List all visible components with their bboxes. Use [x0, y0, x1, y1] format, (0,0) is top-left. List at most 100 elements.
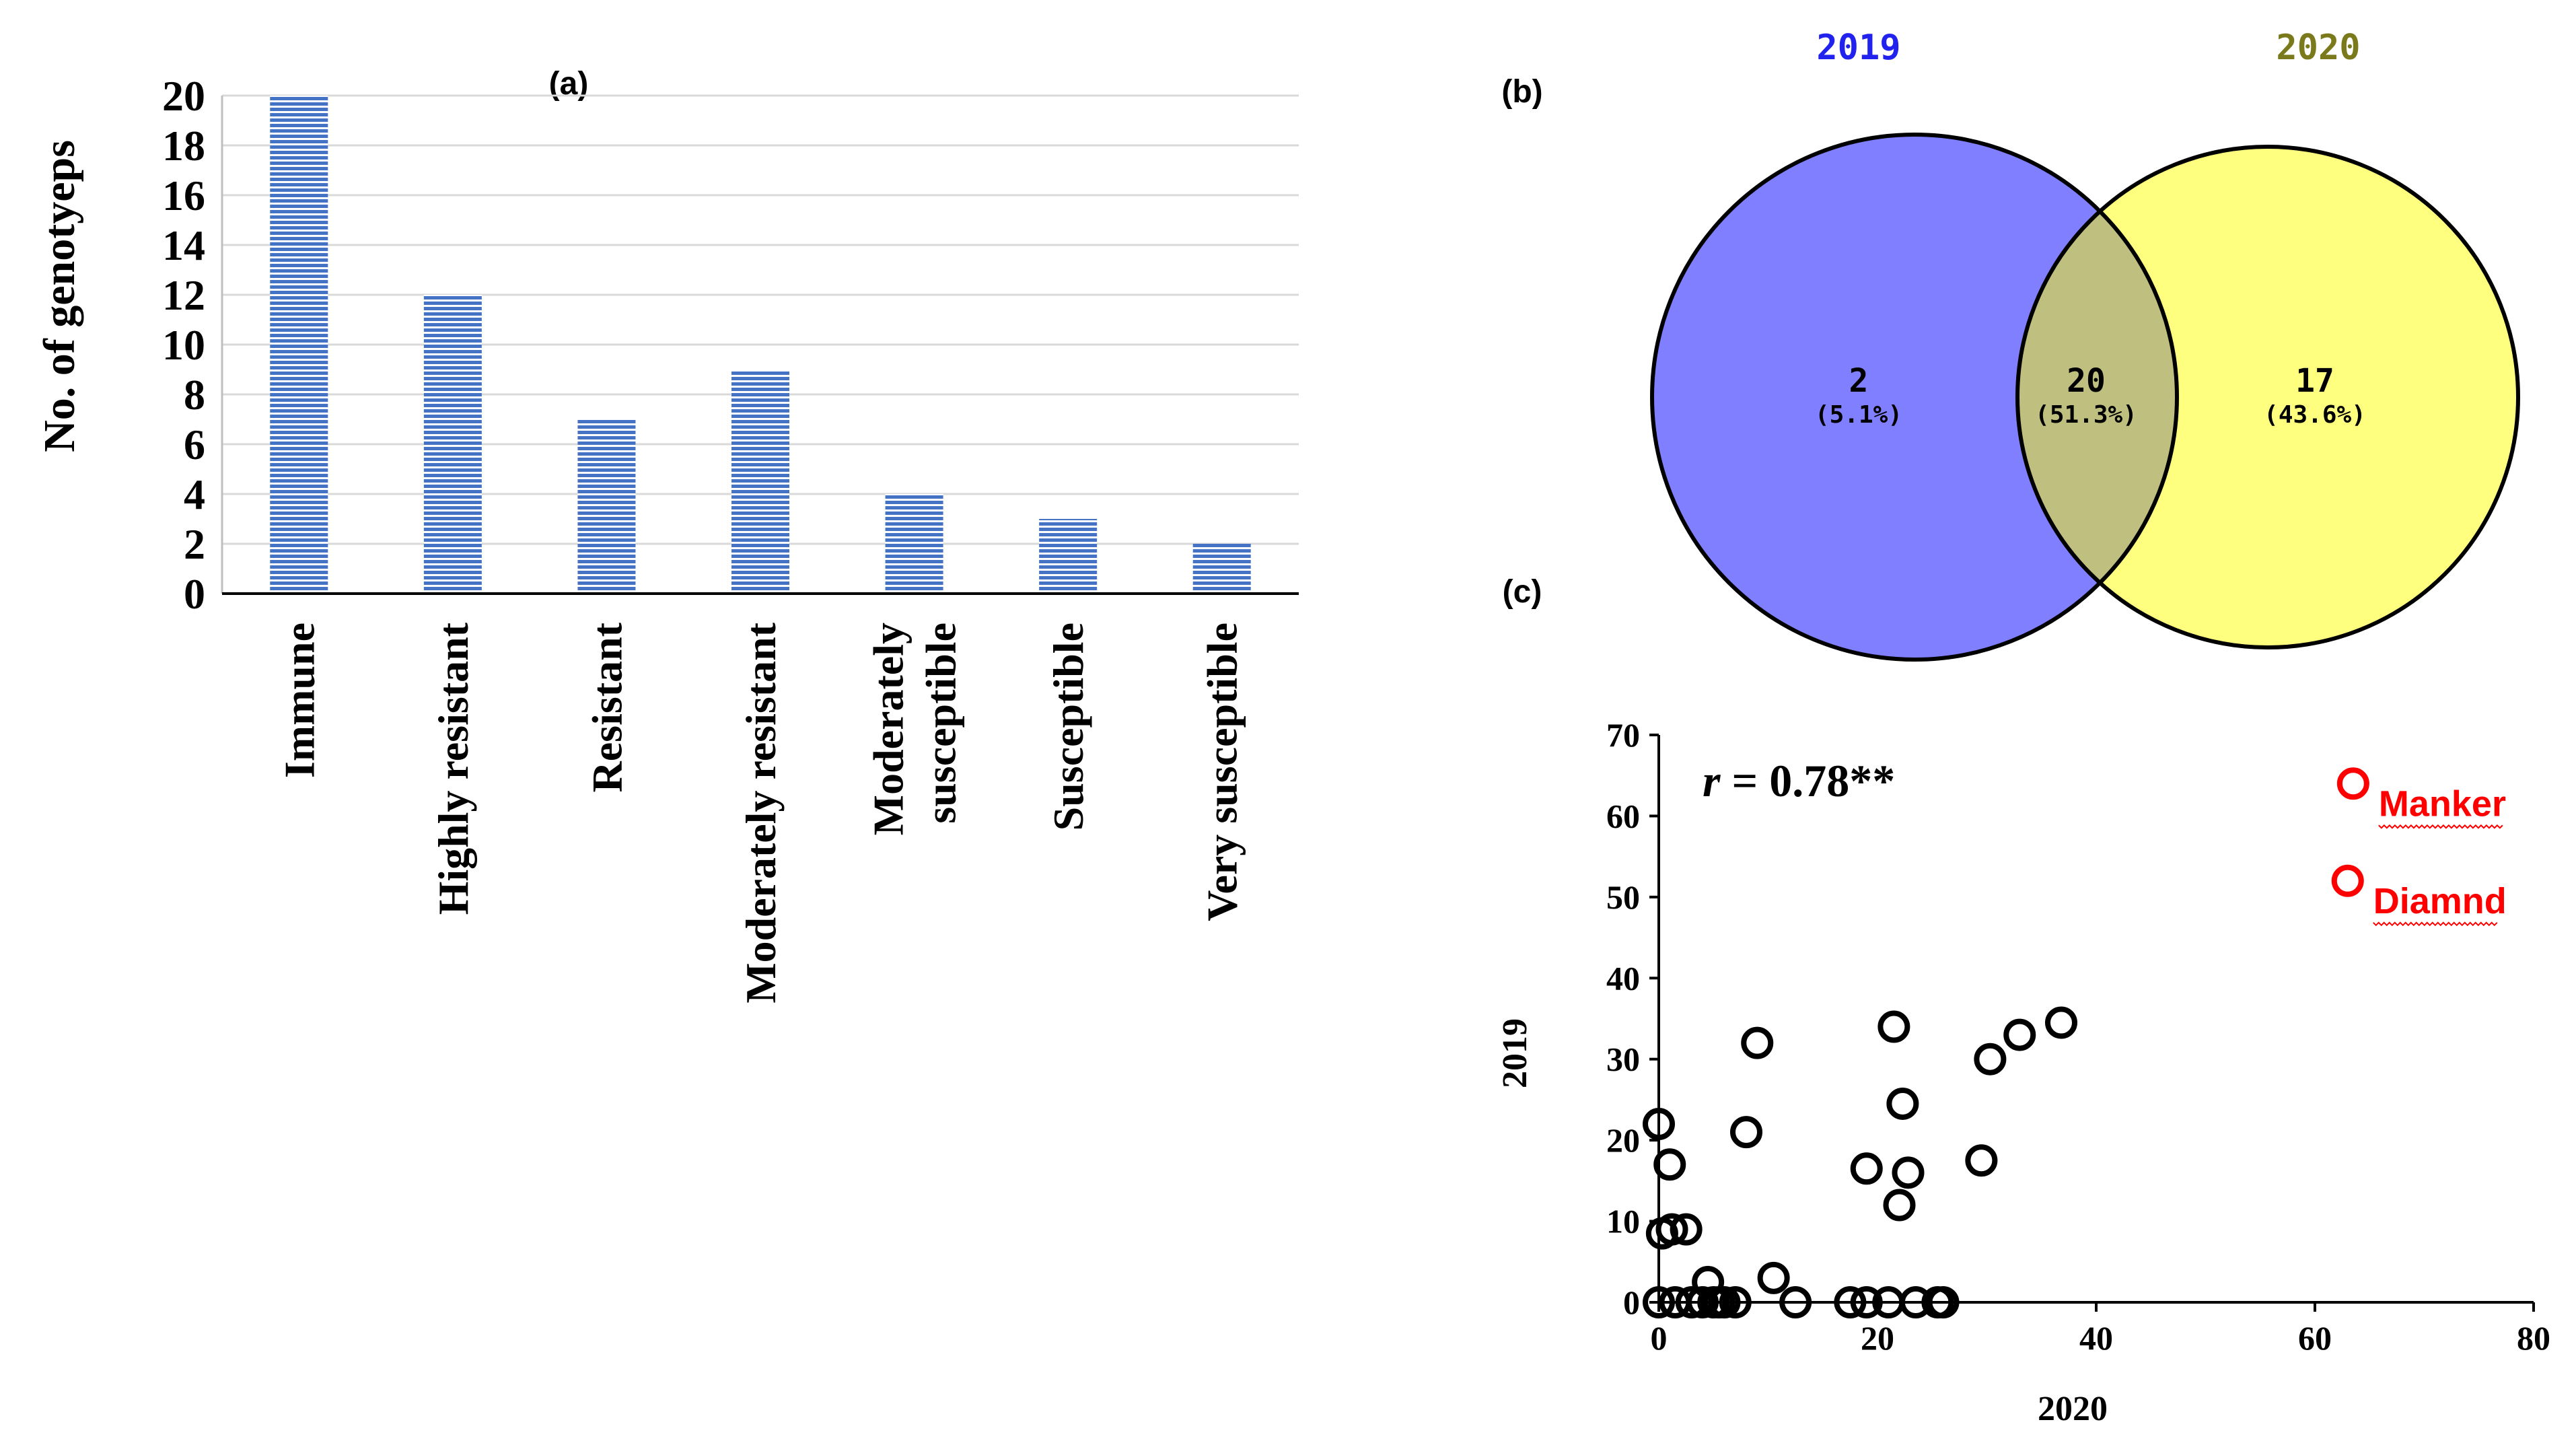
- venn-count-2020-only: 17: [2295, 362, 2334, 400]
- venn-count-2019-only: 2: [1849, 362, 1869, 400]
- scatter-point: [1670, 1213, 1703, 1246]
- scatter-highlighted-points: Manker Diamnd: [2331, 767, 2507, 927]
- correlation-annotation: r = 0.78**: [1703, 755, 1895, 806]
- scatter-point: [1974, 1043, 2007, 1075]
- scatter-point: [1643, 1286, 1675, 1318]
- venn-panel: (b) 2019 2020 2 (5.1%) 20 (51.3%) 17 (43…: [1501, 28, 2520, 662]
- scatter-y-tick-label: 70: [1606, 716, 1640, 754]
- scatter-point: [1883, 1189, 1916, 1222]
- venn-percent-2020-only: (43.6%): [2264, 401, 2366, 429]
- scatter-point: [1850, 1286, 1883, 1318]
- bar-chart-axes: [221, 96, 1299, 595]
- scatter-highlight-underline: [2378, 824, 2503, 829]
- panel-c-label: (c): [1503, 574, 1542, 610]
- scatter-point: [2003, 1018, 2036, 1051]
- bar-chart-category-label: Very susceptible: [1198, 623, 1246, 921]
- scatter-point: [1834, 1286, 1867, 1318]
- scatter-axes: [1649, 734, 2535, 1312]
- scatter-point: [1719, 1286, 1752, 1318]
- scatter-highlight-label: Diamnd: [2373, 881, 2507, 921]
- venn-overlap-region: [2017, 211, 2177, 583]
- scatter-highlight-underline: [2373, 921, 2498, 927]
- scatter-x-tick-label: 20: [1861, 1319, 1894, 1357]
- bar-chart-category-label: Moderately resistant: [737, 622, 785, 1003]
- scatter-y-tick-label: 10: [1606, 1203, 1640, 1240]
- scatter-x-tick-label: 0: [1651, 1319, 1668, 1357]
- bar-chart-y-axis-label: No. of genotyeps: [35, 140, 84, 452]
- scatter-point: [1850, 1152, 1883, 1185]
- bar-immune: [270, 96, 328, 594]
- scatter-x-tick-labels: 0 20 40 60 80: [1651, 1319, 2551, 1357]
- bar-very-susceptible: [1192, 544, 1251, 594]
- panel-b-label: (b): [1501, 74, 1542, 110]
- venn-set-label-2019: 2019: [1816, 28, 1900, 68]
- scatter-point: [1779, 1286, 1812, 1318]
- scatter-highlight-point: [2336, 767, 2369, 800]
- bar-chart-y-tick-label: 20: [162, 72, 205, 120]
- scatter-x-tick-label: 40: [2079, 1319, 2113, 1357]
- bar-chart-y-tick-label: 18: [162, 122, 205, 170]
- bar-chart-y-tick-label: 6: [184, 421, 205, 468]
- bar-chart-y-tick-label: 12: [162, 271, 205, 319]
- scatter-point: [1877, 1010, 1910, 1043]
- scatter-points: [1643, 1006, 2077, 1318]
- scatter-point: [1965, 1144, 1998, 1177]
- bar-chart-y-tick-label: 8: [184, 371, 205, 419]
- bar-chart-y-tick-label: 4: [184, 470, 205, 518]
- scatter-x-axis-label: 2020: [2038, 1390, 2108, 1428]
- scatter-y-tick-label: 0: [1623, 1283, 1640, 1321]
- venn-percent-2019-only: (5.1%): [1815, 401, 1902, 429]
- scatter-point: [1653, 1148, 1686, 1181]
- scatter-point: [1757, 1261, 1790, 1294]
- scatter-y-tick-label: 50: [1606, 878, 1640, 916]
- venn-percent-overlap: (51.3%): [2035, 401, 2137, 429]
- scatter-point: [2045, 1006, 2077, 1039]
- bar-chart-category-label: Immune: [275, 623, 323, 778]
- scatter-highlight-label: Manker: [2379, 783, 2506, 824]
- scatter-point: [1708, 1286, 1741, 1318]
- correlation-value: = 0.78**: [1720, 755, 1895, 806]
- bar-chart-y-tick-label: 10: [162, 321, 205, 369]
- bar-moderately-resistant: [731, 369, 789, 594]
- bar-highly-resistant: [423, 295, 482, 594]
- bar-chart-category-label: Moderately susceptible: [865, 623, 965, 835]
- venn-set-label-2020: 2020: [2276, 28, 2360, 68]
- scatter-y-tick-label: 40: [1606, 959, 1640, 997]
- scatter-point: [1886, 1087, 1919, 1120]
- scatter-y-tick-labels: 0 10 20 30 40 50 60 70: [1606, 716, 1640, 1321]
- bar-chart-category-labels: Immune Highly resistant Resistant Moderatel…: [275, 622, 1246, 1003]
- scatter-point: [1741, 1026, 1774, 1059]
- scatter-y-tick-label: 60: [1606, 797, 1640, 835]
- scatter-y-axis-label: 2019: [1496, 1018, 1534, 1088]
- venn-outline-2019: [1650, 133, 2179, 662]
- bar-chart-y-tick-label: 0: [184, 570, 205, 618]
- scatter-point: [1686, 1286, 1719, 1318]
- venn-circle-2019: [1652, 135, 2177, 660]
- bar-chart-category-label: Susceptible: [1044, 623, 1092, 831]
- bar-susceptible: [1039, 519, 1098, 594]
- bar-moderately-susceptible: [885, 494, 943, 594]
- scatter-point: [1655, 1213, 1688, 1246]
- scatter-point: [1892, 1156, 1925, 1189]
- scatter-x-tick-label: 80: [2517, 1319, 2550, 1357]
- scatter-y-tick-label: 30: [1606, 1040, 1640, 1078]
- bar-chart-category-label: Highly resistant: [429, 622, 477, 915]
- scatter-point: [1730, 1116, 1762, 1149]
- bar-chart-y-tick-label: 2: [184, 520, 205, 568]
- scatter-point: [1927, 1286, 1960, 1318]
- bar-resistant: [577, 419, 636, 594]
- venn-outline-2020: [2015, 145, 2520, 649]
- scatter-panel: (c) 0 10 20 30 40 50 60 70 0 20 40 60 80 Manker Diam…: [1496, 574, 2550, 1428]
- correlation-symbol: r: [1703, 755, 1721, 806]
- scatter-highlight-point: [2331, 864, 2364, 897]
- scatter-point: [1643, 1108, 1675, 1141]
- bar-chart-y-tick-label: 14: [162, 221, 205, 269]
- venn-count-overlap: 20: [2067, 362, 2106, 400]
- bar-chart-category-label: Resistant: [583, 622, 631, 792]
- scatter-x-tick-label: 60: [2298, 1319, 2332, 1357]
- scatter-y-tick-label: 20: [1606, 1121, 1640, 1159]
- bar-chart-y-tick-label: 16: [162, 172, 205, 219]
